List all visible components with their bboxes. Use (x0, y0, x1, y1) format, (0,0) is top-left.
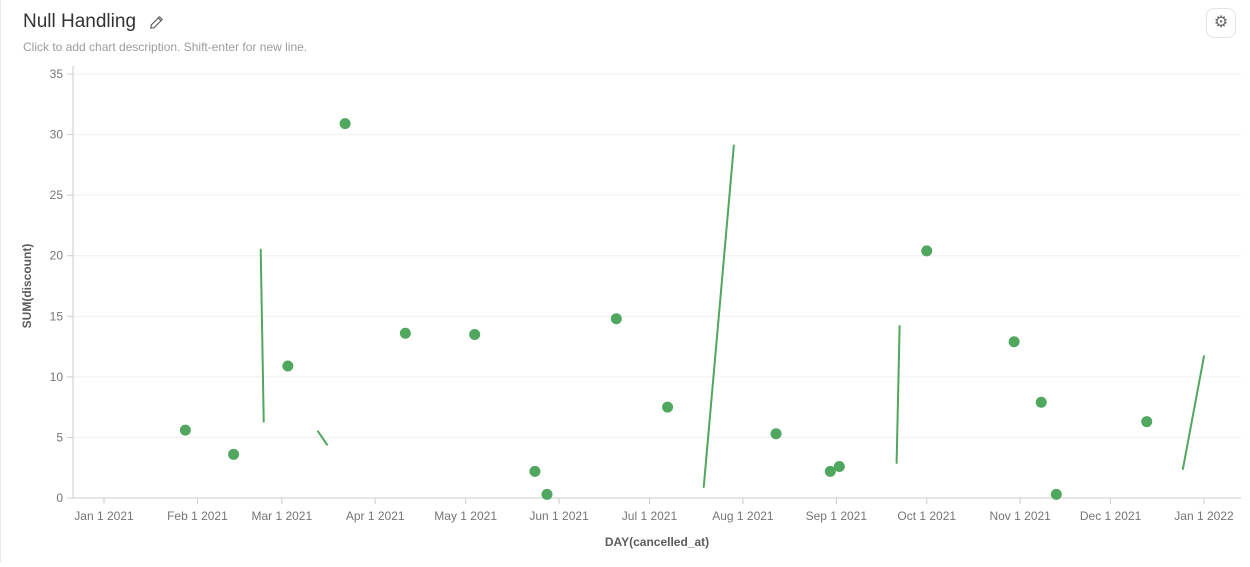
data-point[interactable] (469, 328, 481, 340)
x-tick-label: Jan 1 2021 (74, 509, 134, 523)
x-tick-label: Aug 1 2021 (712, 509, 774, 523)
data-point[interactable] (228, 448, 240, 460)
gear-icon: ⚙ (1213, 14, 1229, 31)
data-point[interactable] (770, 428, 782, 440)
data-point[interactable] (921, 245, 933, 257)
y-tick-label: 5 (56, 430, 63, 444)
chart-header: Null Handling Click to add chart descrip… (23, 11, 307, 54)
y-tick-label: 15 (50, 309, 64, 323)
line-segment[interactable] (1181, 355, 1205, 470)
data-point[interactable] (179, 424, 191, 436)
x-tick-label: Jun 1 2021 (529, 509, 589, 523)
x-tick-label: Jan 1 2022 (1174, 509, 1234, 523)
y-axis-name: SUM(discount) (20, 244, 34, 329)
chart-description-placeholder[interactable]: Click to add chart description. Shift-en… (23, 40, 308, 54)
y-tick-label: 0 (56, 491, 63, 505)
x-axis-name: DAY(cancelled_at) (605, 535, 709, 549)
data-point[interactable] (399, 327, 411, 339)
data-point[interactable] (529, 465, 541, 477)
data-point[interactable] (339, 118, 351, 130)
x-tick-label: Feb 1 2021 (167, 509, 228, 523)
x-tick-label: Sep 1 2021 (806, 509, 868, 523)
y-tick-label: 20 (50, 249, 64, 263)
line-segment[interactable] (702, 144, 735, 489)
x-tick-label: Mar 1 2021 (251, 509, 312, 523)
data-point[interactable] (541, 488, 553, 500)
x-tick-label: Nov 1 2021 (989, 509, 1051, 523)
y-tick-label: 10 (50, 370, 64, 384)
data-point[interactable] (1050, 488, 1062, 500)
x-tick-label: Oct 1 2021 (897, 509, 956, 523)
x-tick-label: Jul 1 2021 (622, 509, 678, 523)
x-tick-label: Apr 1 2021 (346, 509, 405, 523)
line-segment[interactable] (895, 324, 901, 464)
y-tick-label: 35 (50, 67, 64, 81)
data-point[interactable] (662, 401, 674, 413)
y-tick-label: 25 (50, 188, 64, 202)
data-point[interactable] (1141, 416, 1153, 428)
x-tick-label: May 1 2021 (434, 509, 497, 523)
data-point[interactable] (824, 465, 836, 477)
x-tick-label: Dec 1 2021 (1080, 509, 1142, 523)
data-point[interactable] (282, 360, 294, 372)
data-point[interactable] (610, 313, 622, 325)
chart-title[interactable]: Null Handling (23, 11, 137, 32)
data-point[interactable] (1035, 396, 1047, 408)
line-segment[interactable] (316, 430, 329, 446)
line-segment[interactable] (259, 248, 265, 423)
chart-settings-button[interactable]: ⚙ (1206, 8, 1236, 38)
data-point[interactable] (1008, 336, 1020, 348)
pencil-icon[interactable] (149, 15, 164, 30)
y-tick-label: 30 (50, 128, 64, 142)
data-point[interactable] (833, 461, 845, 473)
